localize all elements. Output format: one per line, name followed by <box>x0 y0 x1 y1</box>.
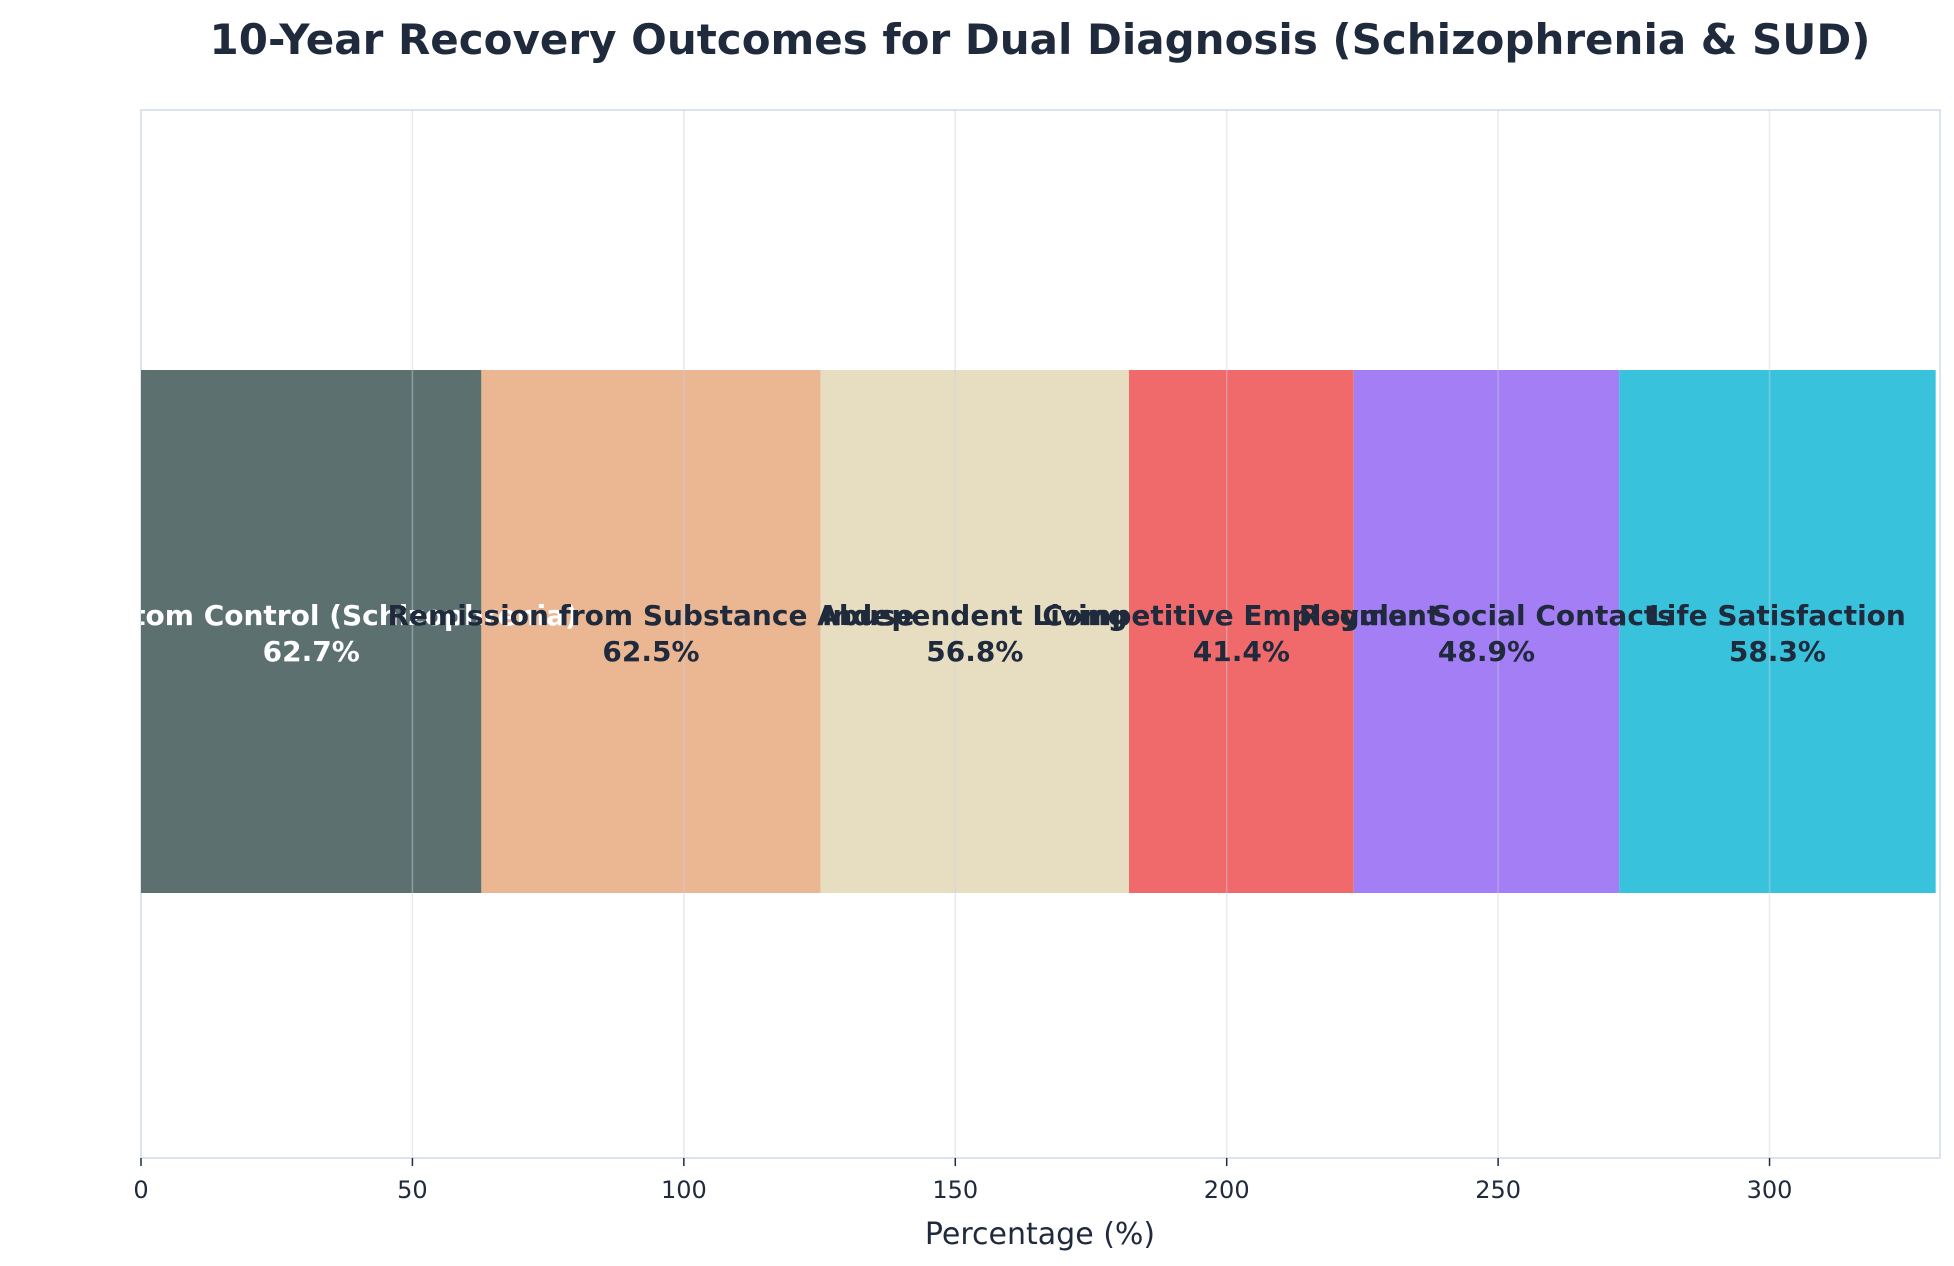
segment-value-label: 62.5% <box>602 635 699 668</box>
segment-value-label: 58.3% <box>1729 635 1826 668</box>
x-axis-ticks: 0 50 100 150 200 250 300 <box>133 1158 1792 1204</box>
segment-category-label: Competitive Employment <box>1042 599 1440 632</box>
segment-value-label: 62.7% <box>263 635 360 668</box>
segment-category-label: Remission from Substance Abuse <box>388 599 915 632</box>
segment-value-label: 48.9% <box>1438 635 1535 668</box>
x-tick-label: 250 <box>1475 1176 1521 1204</box>
x-tick-label: 100 <box>661 1176 707 1204</box>
bar-segments <box>141 370 1936 893</box>
bar-segment <box>820 370 1129 893</box>
gridlines <box>411 110 1771 1158</box>
segment-value-label: 41.4% <box>1193 635 1290 668</box>
bar-segment <box>1619 370 1936 893</box>
segment-category-label: Regular Social Contacts <box>1299 599 1674 632</box>
bar-segment <box>1128 370 1354 893</box>
x-tick-label: 200 <box>1204 1176 1250 1204</box>
segment-category-label: Life Satisfaction <box>1649 599 1906 632</box>
x-tick-label: 150 <box>932 1176 978 1204</box>
segment-category-label: Independent Living <box>822 599 1128 632</box>
segment-value-label: 56.8% <box>926 635 1023 668</box>
bar-segment <box>141 370 482 893</box>
chart-title: 10-Year Recovery Outcomes for Dual Diagn… <box>210 15 1871 64</box>
x-tick-label: 300 <box>1747 1176 1793 1204</box>
x-tick-label: 50 <box>397 1176 428 1204</box>
x-axis-label: Percentage (%) <box>925 1217 1155 1252</box>
bar-segment <box>481 370 821 893</box>
x-tick-label: 0 <box>133 1176 148 1204</box>
segment-labels: Symptom Control (Schizophrenia)62.7% Remi… <box>45 599 1906 668</box>
bar-segment <box>1353 370 1620 893</box>
segment-category-label: Symptom Control (Schizophrenia) <box>45 599 578 632</box>
